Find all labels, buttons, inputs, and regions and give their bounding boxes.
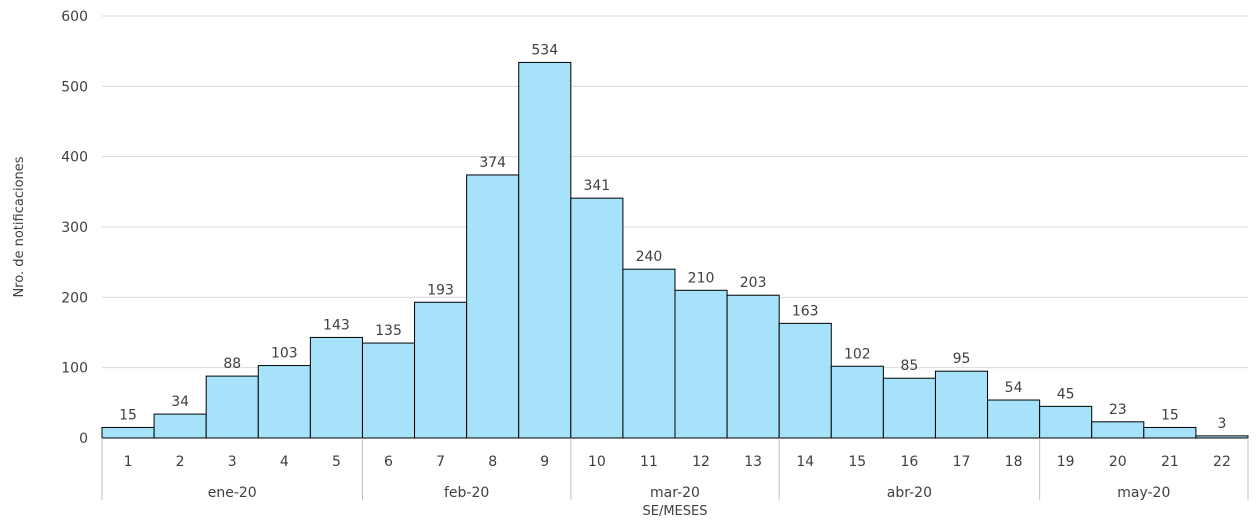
group-label: ene-20 [208, 485, 257, 501]
x-tick-label: 14 [796, 454, 814, 470]
bar [361, 342, 416, 439]
y-tick-label: 400 [61, 150, 88, 166]
data-label: 3 [1217, 416, 1226, 432]
group-label: may-20 [1117, 485, 1170, 501]
bar [309, 336, 363, 439]
data-label: 23 [1109, 402, 1127, 418]
data-label: 103 [271, 346, 298, 362]
bar [153, 413, 207, 439]
data-label: 135 [375, 323, 402, 339]
bar [101, 426, 155, 439]
data-label: 95 [953, 351, 971, 367]
data-label: 15 [119, 407, 137, 423]
bars [101, 61, 1249, 439]
data-label: 88 [223, 356, 241, 372]
data-label: 210 [688, 270, 715, 286]
x-tick-label: 20 [1109, 454, 1127, 470]
bar [570, 197, 624, 439]
y-tick-label: 300 [61, 220, 88, 236]
data-label: 240 [636, 249, 663, 265]
data-label: 54 [1005, 380, 1023, 396]
group-label: abr-20 [887, 485, 932, 501]
bar [726, 294, 780, 439]
bar [205, 375, 259, 439]
x-tick-label: 16 [900, 454, 918, 470]
x-tick-label: 11 [640, 454, 658, 470]
y-axis-ticks: 0 100 200 300 400 500 600 [61, 9, 88, 447]
bar [1091, 421, 1145, 439]
x-tick-label: 8 [488, 454, 497, 470]
group-label: mar-20 [650, 485, 700, 501]
data-label: 163 [792, 303, 819, 319]
x-tick-label: 9 [540, 454, 549, 470]
bar [414, 301, 468, 439]
bar [1195, 435, 1249, 439]
data-label: 45 [1057, 386, 1075, 402]
y-tick-label: 600 [61, 9, 88, 25]
data-label: 341 [583, 178, 610, 194]
x-tick-label: 4 [280, 454, 289, 470]
x-tick-label: 17 [953, 454, 971, 470]
data-label: 34 [171, 394, 189, 410]
data-label: 534 [531, 42, 558, 58]
x-tick-label: 15 [848, 454, 866, 470]
data-label: 85 [900, 358, 918, 374]
y-axis-title: Nro. de notificaciones [12, 156, 27, 297]
y-tick-label: 500 [61, 79, 88, 95]
x-tick-label: 10 [588, 454, 606, 470]
group-label: feb-20 [444, 485, 489, 501]
x-tick-label: 18 [1005, 454, 1023, 470]
data-label: 15 [1161, 407, 1179, 423]
x-tick-label: 19 [1057, 454, 1075, 470]
bar [987, 399, 1041, 439]
bar [466, 174, 520, 439]
x-tick-label: 6 [384, 454, 393, 470]
data-label: 374 [479, 155, 506, 171]
bar [622, 268, 676, 439]
y-tick-label: 200 [61, 290, 88, 306]
x-tick-label: 2 [176, 454, 185, 470]
data-label: 102 [844, 346, 871, 362]
bar [778, 322, 832, 439]
data-label: 143 [323, 317, 350, 333]
bar [518, 61, 572, 439]
x-tick-label: 7 [436, 454, 445, 470]
y-tick-label: 100 [61, 361, 88, 377]
bar [1143, 426, 1197, 439]
x-axis-title: SE/MESES [643, 504, 708, 519]
bar [830, 365, 884, 439]
data-label: 203 [740, 275, 767, 291]
x-tick-label: 21 [1161, 454, 1179, 470]
x-tick-label: 13 [744, 454, 762, 470]
bar [882, 377, 936, 439]
x-tick-label: 22 [1213, 454, 1231, 470]
x-tick-label: 1 [124, 454, 133, 470]
data-labels: 15 34 88 103 143 135 193 374 534 341 240 210 203 163 1… [119, 42, 1226, 431]
x-axis-groups: ene-20 feb-20 mar-20 abr-20 may-20 [101, 438, 1249, 501]
bar [1039, 405, 1093, 439]
bar [257, 365, 311, 439]
x-tick-label: 3 [228, 454, 237, 470]
x-tick-label: 5 [332, 454, 341, 470]
x-tick-label: 12 [692, 454, 710, 470]
y-tick-label: 0 [79, 431, 88, 447]
x-axis-ticks: 1 2 3 4 5 6 7 8 9 10 11 12 13 14 15 16 17 18 19 20 21 22 [124, 454, 1231, 470]
bar [934, 370, 989, 439]
bar [674, 289, 728, 439]
data-label: 193 [427, 282, 454, 298]
